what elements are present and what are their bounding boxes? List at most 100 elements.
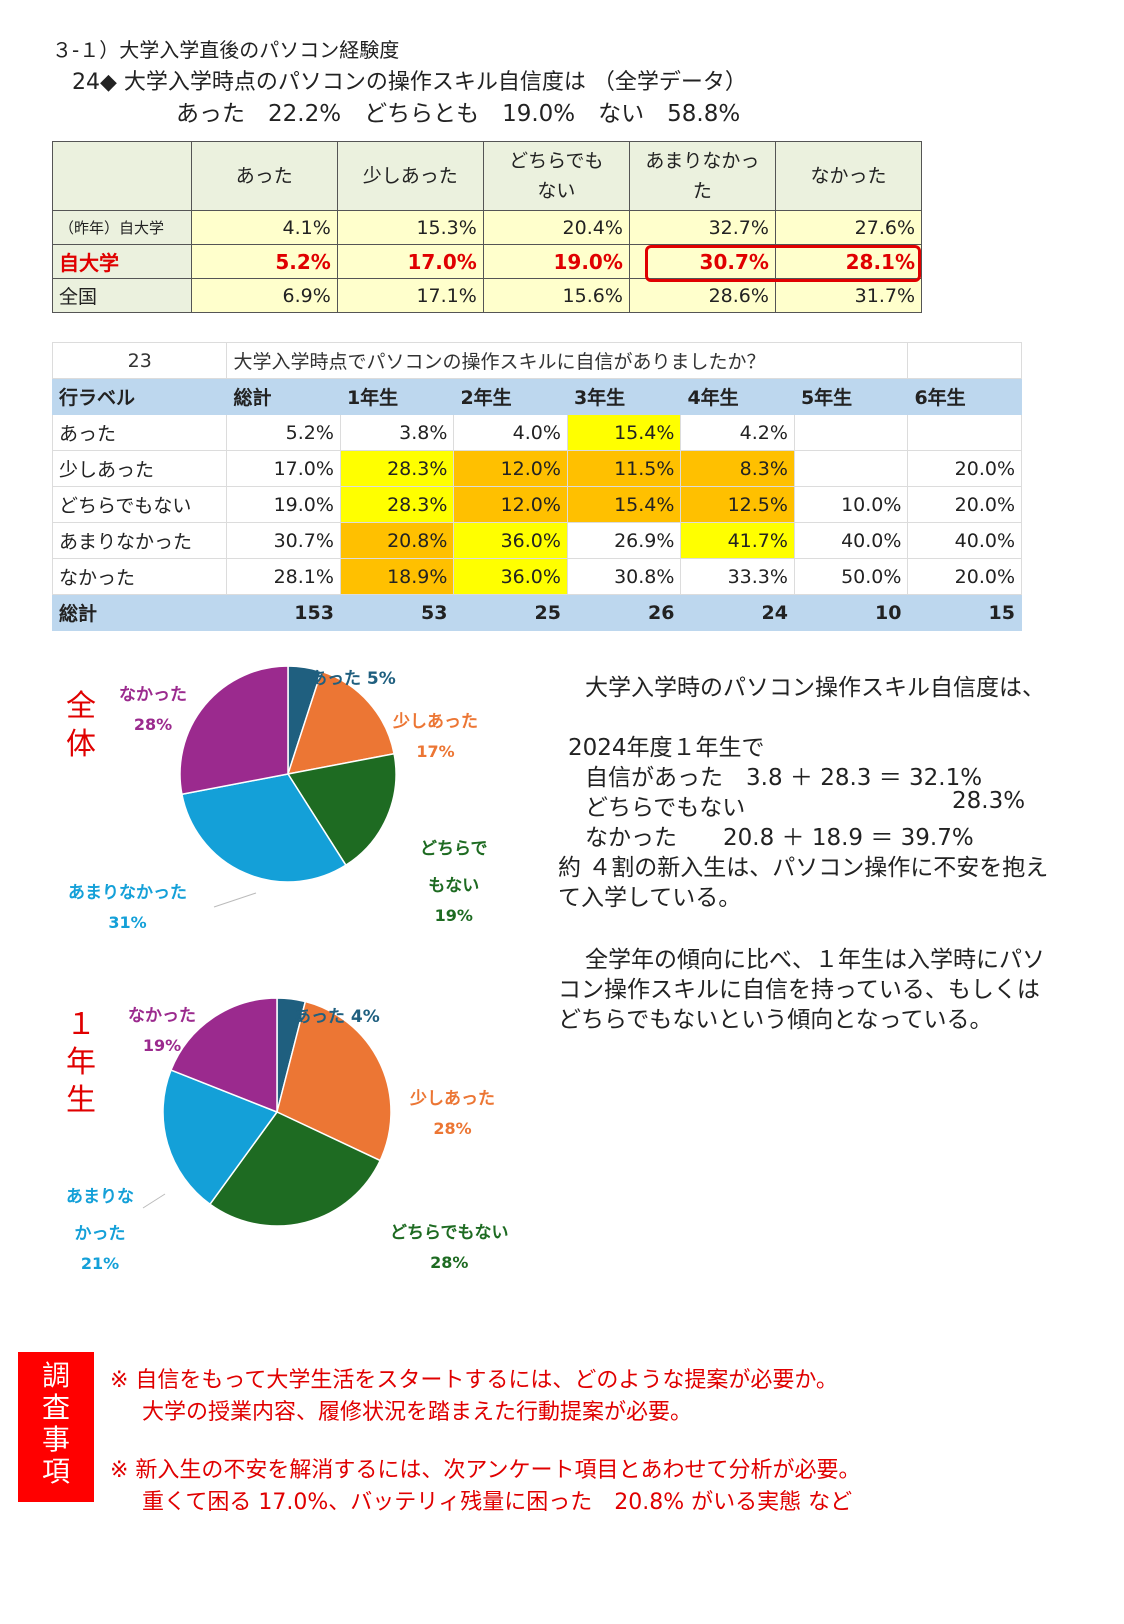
pie-label: あまりな かった 21% [66,1182,134,1273]
cell: 28.3% [339,486,455,523]
pie-label-pct: 28% [433,1119,472,1138]
cell: 20.0% [907,486,1022,523]
pie-first-year [162,997,392,1227]
pie-slice-2 [276,1000,392,1162]
cell: 28.1% [226,558,341,595]
row-label: どちらでもない [51,486,228,523]
header-row: 行ラベル 総計 1年生 2年生 3年生 4年生 5年生 6年生 [51,378,1022,415]
col-header: 4年生 [680,378,795,415]
pie-slice-5 [170,997,278,1114]
highlight-box [645,245,921,282]
corner-cell [52,141,192,211]
row-label: （昨年）自大学 [52,210,192,245]
cell: 17.1% [336,278,484,313]
cell: 31.7% [774,278,923,313]
leader-line [142,1193,166,1209]
cell: 10 [793,594,909,631]
cell: 30.8% [566,558,682,595]
col-header: 6年生 [907,378,1022,415]
cell: 25 [453,594,568,631]
table-row: どちらでもない 19.0% 28.3% 12.0% 15.4% 12.5% 10… [51,486,1022,523]
cell: 19.0% [482,244,630,279]
grade-pivot-table: 23 大学入学時点でパソコンの操作スキルに自信がありましたか？ 行ラベル 総計 … [51,342,1022,631]
commentary-line: なかった 20.8 ＋ 18.9 ＝ 39.7% [585,825,974,851]
col-header: なかった [774,141,923,211]
cell: 26 [566,594,682,631]
cell: 33.3% [680,558,795,595]
pie-label-extra: もない [428,876,480,896]
table-row-national: 全国 6.9% 17.1% 15.6% 28.6% 31.7% [52,278,923,313]
pie-label-text: あまりなかった [68,883,187,903]
pie-label-pct: 28% [133,715,173,734]
question-row: 23 大学入学時点でパソコンの操作スキルに自信がありましたか？ [51,342,1022,379]
pie-charts [142,665,397,1227]
row-label: あった [51,414,228,451]
pie-label: なかった 19% [128,1001,196,1055]
cell: 15.3% [336,210,484,245]
commentary-line: 約 ４割の新入生は、パソコン操作に不安を抱え [558,855,1049,881]
col-header: 総計 [226,378,341,415]
pie-label-pct: 17% [416,742,455,761]
pie-label: あった 4% [294,1007,380,1027]
pie-label: 少しあった 17% [393,707,478,761]
cell: 40.0% [793,522,909,559]
pie-label-text: 少しあった [393,712,478,732]
cell: 15.4% [566,414,682,451]
col-header: 5年生 [793,378,909,415]
commentary-line: 28.3% [952,788,1026,814]
question-text: 大学入学時点でパソコンの操作スキルに自信がありましたか？ [226,342,909,379]
pie-label-pct: 21% [80,1254,120,1273]
pie-slice-4 [162,1069,279,1206]
cell [907,414,1022,451]
leader-line [213,892,257,908]
cell: 4.0% [453,414,568,451]
col-header: 少しあった [336,141,484,211]
cell: 153 [226,594,341,631]
commentary-line: 2024年度１年生で [568,735,765,761]
commentary-line: 全学年の傾向に比べ、１年生は入学時にパソ [585,947,1045,973]
col-header: 1年生 [339,378,455,415]
total-row: 総計 153 53 25 26 24 10 15 [51,594,1022,631]
cell: 17.0% [336,244,484,279]
row-label: 少しあった [51,450,228,487]
row-label: 総計 [51,594,228,631]
pie-label-pct: 31% [108,913,147,932]
cell [793,414,909,451]
pie-label-text: どちらで [420,839,488,859]
summary-line: あった 22.2% どちらとも 19.0% ない 58.8% [176,101,741,127]
cell: 32.7% [628,210,776,245]
table-row: あまりなかった 30.7% 20.8% 36.0% 26.9% 41.7% 40… [51,522,1022,559]
cell: 53 [339,594,455,631]
table-row-prev: （昨年）自大学 4.1% 15.3% 20.4% 32.7% 27.6% [52,210,923,245]
pie-label: 少しあった 28% [410,1084,495,1138]
empty-cell [907,342,1022,379]
first-year-label: １ 年 生 [66,1007,96,1118]
col-header: 3年生 [566,378,682,415]
commentary-line: 自信があった 3.8 ＋ 28.3 ＝ 32.1% [585,765,983,791]
cell: 20.0% [907,558,1022,595]
col-header: どちらでも ない [482,141,630,211]
cell: 18.9% [339,558,455,595]
pie-overall [179,665,397,883]
pie-label: なかった 28% [119,680,187,734]
survey-note: 重くて困る 17.0%、バッテリィ残量に困った 20.8% がいる実態 など [142,1490,853,1515]
cell: 40.0% [907,522,1022,559]
cell: 15.6% [482,278,630,313]
pie-label: どちらでもない 28% [390,1218,509,1272]
cell: 28.1% [774,244,923,279]
pie-label-text: どちらでもない [390,1223,509,1243]
cell: 15 [907,594,1022,631]
commentary-line: どちらでもない [585,795,746,821]
cell: 26.9% [566,522,682,559]
cell: 20.8% [339,522,455,559]
commentary-line: どちらでもないという傾向となっている。 [558,1007,993,1033]
pie-slice-2 [286,670,395,775]
cell: 36.0% [453,522,568,559]
cell: 4.2% [680,414,795,451]
col-header: あった [190,141,338,211]
pie-label-text: 少しあった [410,1089,495,1109]
cell: 27.6% [774,210,923,245]
pie-label-text: なかった [119,685,187,705]
cell: 28.3% [339,450,455,487]
row-label: あまりなかった [51,522,228,559]
